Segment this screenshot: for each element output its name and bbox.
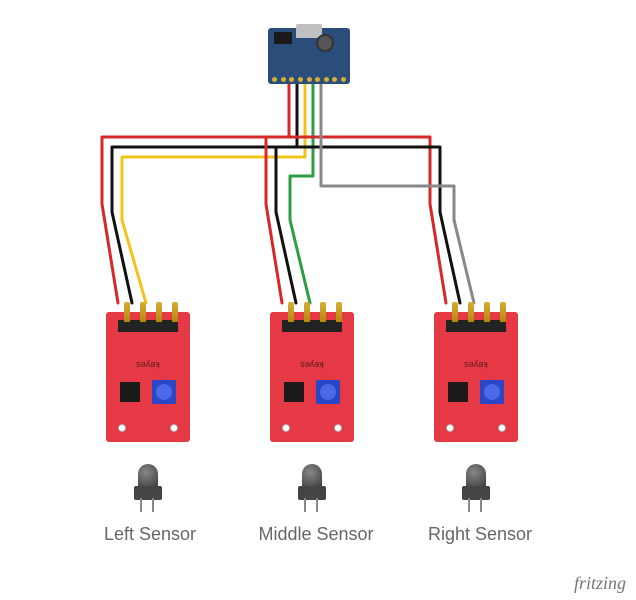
sensor-pins [124,302,178,322]
sensor-ic-icon [284,382,304,402]
ir-led-icon [458,464,494,512]
sensor-ic-icon [120,382,140,402]
mcu-pcb [268,28,350,84]
microcontroller-board [268,28,350,84]
wire [321,84,474,303]
mcu-pin [341,77,346,82]
mcu-pin [289,77,294,82]
led-leg [480,498,482,512]
hole-icon [170,424,178,432]
sensor-ic-icon [448,382,468,402]
wire [112,84,297,303]
wiring-canvas: keyes keyes [0,0,636,600]
sensor-pin [304,302,310,322]
sensor-mount-holes [282,424,342,432]
sensor-board-text: keyes [270,360,354,370]
middle-sensor-module: keyes [262,302,362,482]
sensor-board-text: keyes [106,360,190,370]
fritzing-watermark: fritzing [574,573,626,594]
hole-icon [498,424,506,432]
sensor-pin [336,302,342,322]
potentiometer-icon [316,380,340,404]
mcu-pin [315,77,320,82]
mcu-pin-row [272,77,346,82]
led-leg [152,498,154,512]
right-sensor-module: keyes [426,302,526,482]
mcu-pin [307,77,312,82]
sensor-pin [288,302,294,322]
sensor-pin [452,302,458,322]
mcu-chip-icon [274,32,292,44]
wire [290,84,313,303]
sensor-pin [156,302,162,322]
sensor-mount-holes [446,424,506,432]
led-leg [316,498,318,512]
potentiometer-icon [152,380,176,404]
mcu-pin [332,77,337,82]
sensor-pin [172,302,178,322]
mcu-pin [281,77,286,82]
sensor-pcb: keyes [434,312,518,442]
sensor-mount-holes [118,424,178,432]
middle-sensor-caption: Middle Sensor [236,524,396,545]
mcu-pin [272,77,277,82]
sensor-pin [484,302,490,322]
led-legs [468,498,482,512]
sensor-pin [124,302,130,322]
sensor-pcb: keyes [270,312,354,442]
sensor-pcb: keyes [106,312,190,442]
sensor-pin [140,302,146,322]
led-legs [304,498,318,512]
left-sensor-caption: Left Sensor [70,524,230,545]
hole-icon [118,424,126,432]
sensor-pin [468,302,474,322]
hole-icon [282,424,290,432]
hole-icon [334,424,342,432]
hole-icon [446,424,454,432]
sensor-pins [288,302,342,322]
ir-led-icon [130,464,166,512]
sensor-board-text: keyes [434,360,518,370]
mcu-button-icon [316,34,334,52]
sensor-pins [452,302,506,322]
mcu-pin [298,77,303,82]
led-leg [468,498,470,512]
sensor-pin [500,302,506,322]
ir-led-icon [294,464,330,512]
potentiometer-icon [480,380,504,404]
mcu-pin [324,77,329,82]
sensor-pin [320,302,326,322]
right-sensor-caption: Right Sensor [400,524,560,545]
led-legs [140,498,154,512]
led-leg [140,498,142,512]
led-leg [304,498,306,512]
left-sensor-module: keyes [98,302,198,482]
wire [102,84,289,303]
